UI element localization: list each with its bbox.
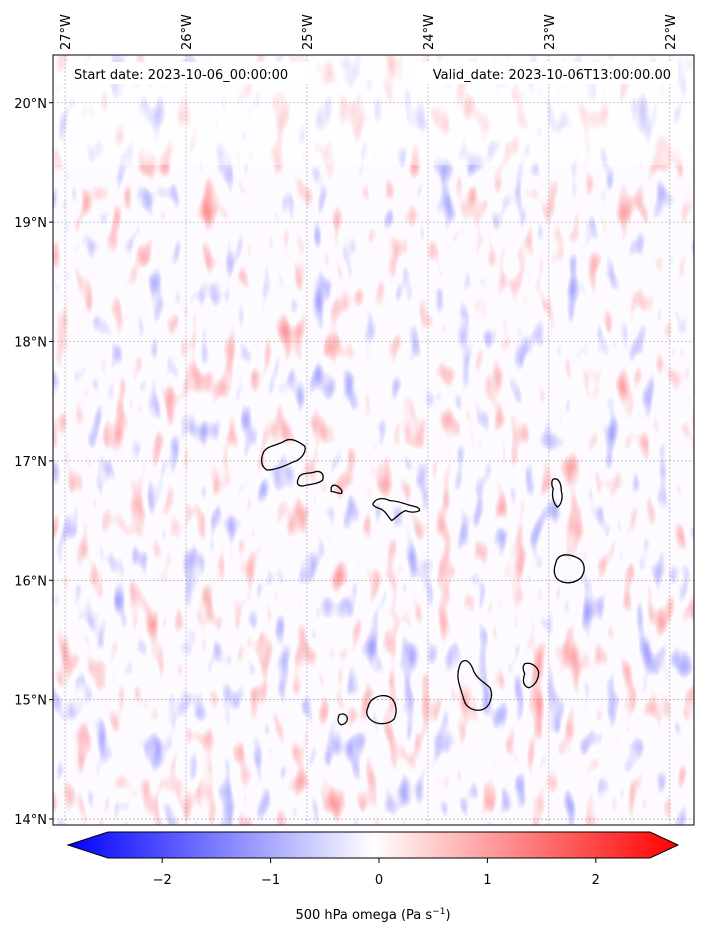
start-date-label: Start date: 2023-10-06_00:00:00 — [74, 68, 288, 83]
colorbar-tick-label: −2 — [153, 873, 172, 888]
lat-tick-label: 17°N — [14, 455, 47, 470]
island-outline — [522, 662, 540, 689]
colorbar-tick-label: −1 — [261, 873, 280, 888]
lon-tick-label: 26°W — [180, 14, 195, 50]
valid-date-label: Valid_date: 2023-10-06T13:00:00.00 — [433, 68, 671, 83]
island-outline — [457, 660, 493, 711]
longitude-ticks: 27°W 26°W 25°W 24°W 23°W 22°W — [59, 14, 679, 50]
colorbar-ticks: −2 −1 0 1 2 — [153, 858, 600, 888]
lat-tick-label: 18°N — [14, 336, 47, 351]
omega-field — [53, 55, 694, 825]
island-outline — [372, 497, 421, 522]
colorbar-label: 500 hPa omega (Pa s−1) — [295, 907, 450, 923]
lon-tick-label: 27°W — [59, 14, 74, 50]
island-outline — [551, 478, 563, 508]
island-outline — [260, 438, 306, 471]
lon-tick-label: 25°W — [301, 14, 316, 50]
island-outline — [337, 713, 348, 726]
lon-tick-label: 24°W — [422, 14, 437, 50]
colorbar-tick-label: 1 — [483, 873, 491, 888]
island-outlines — [260, 438, 585, 726]
island-outline — [296, 470, 324, 487]
lat-tick-label: 19°N — [14, 216, 47, 231]
island-outline — [553, 554, 585, 584]
lat-tick-label: 16°N — [14, 574, 47, 589]
island-outline — [330, 484, 343, 495]
lon-tick-label: 22°W — [664, 14, 679, 50]
map-frame — [52, 54, 695, 826]
lat-tick-label: 15°N — [14, 694, 47, 709]
colorbar-body — [66, 831, 680, 859]
lat-tick-label: 14°N — [14, 813, 47, 828]
colorbar-tick-label: 2 — [592, 873, 600, 888]
lon-tick-label: 23°W — [543, 14, 558, 50]
valid-label-box — [410, 62, 678, 84]
start-label-box — [66, 62, 308, 84]
island-outline — [366, 695, 397, 725]
gridlines — [53, 55, 694, 825]
colorbar: −2 −1 0 1 2 500 hPa omega (Pa s−1) — [66, 831, 680, 923]
lat-tick-label: 20°N — [14, 97, 47, 112]
latitude-ticks: 20°N 19°N 18°N 17°N 16°N 15°N 14°N — [14, 97, 53, 828]
colorbar-tick-label: 0 — [375, 873, 383, 888]
